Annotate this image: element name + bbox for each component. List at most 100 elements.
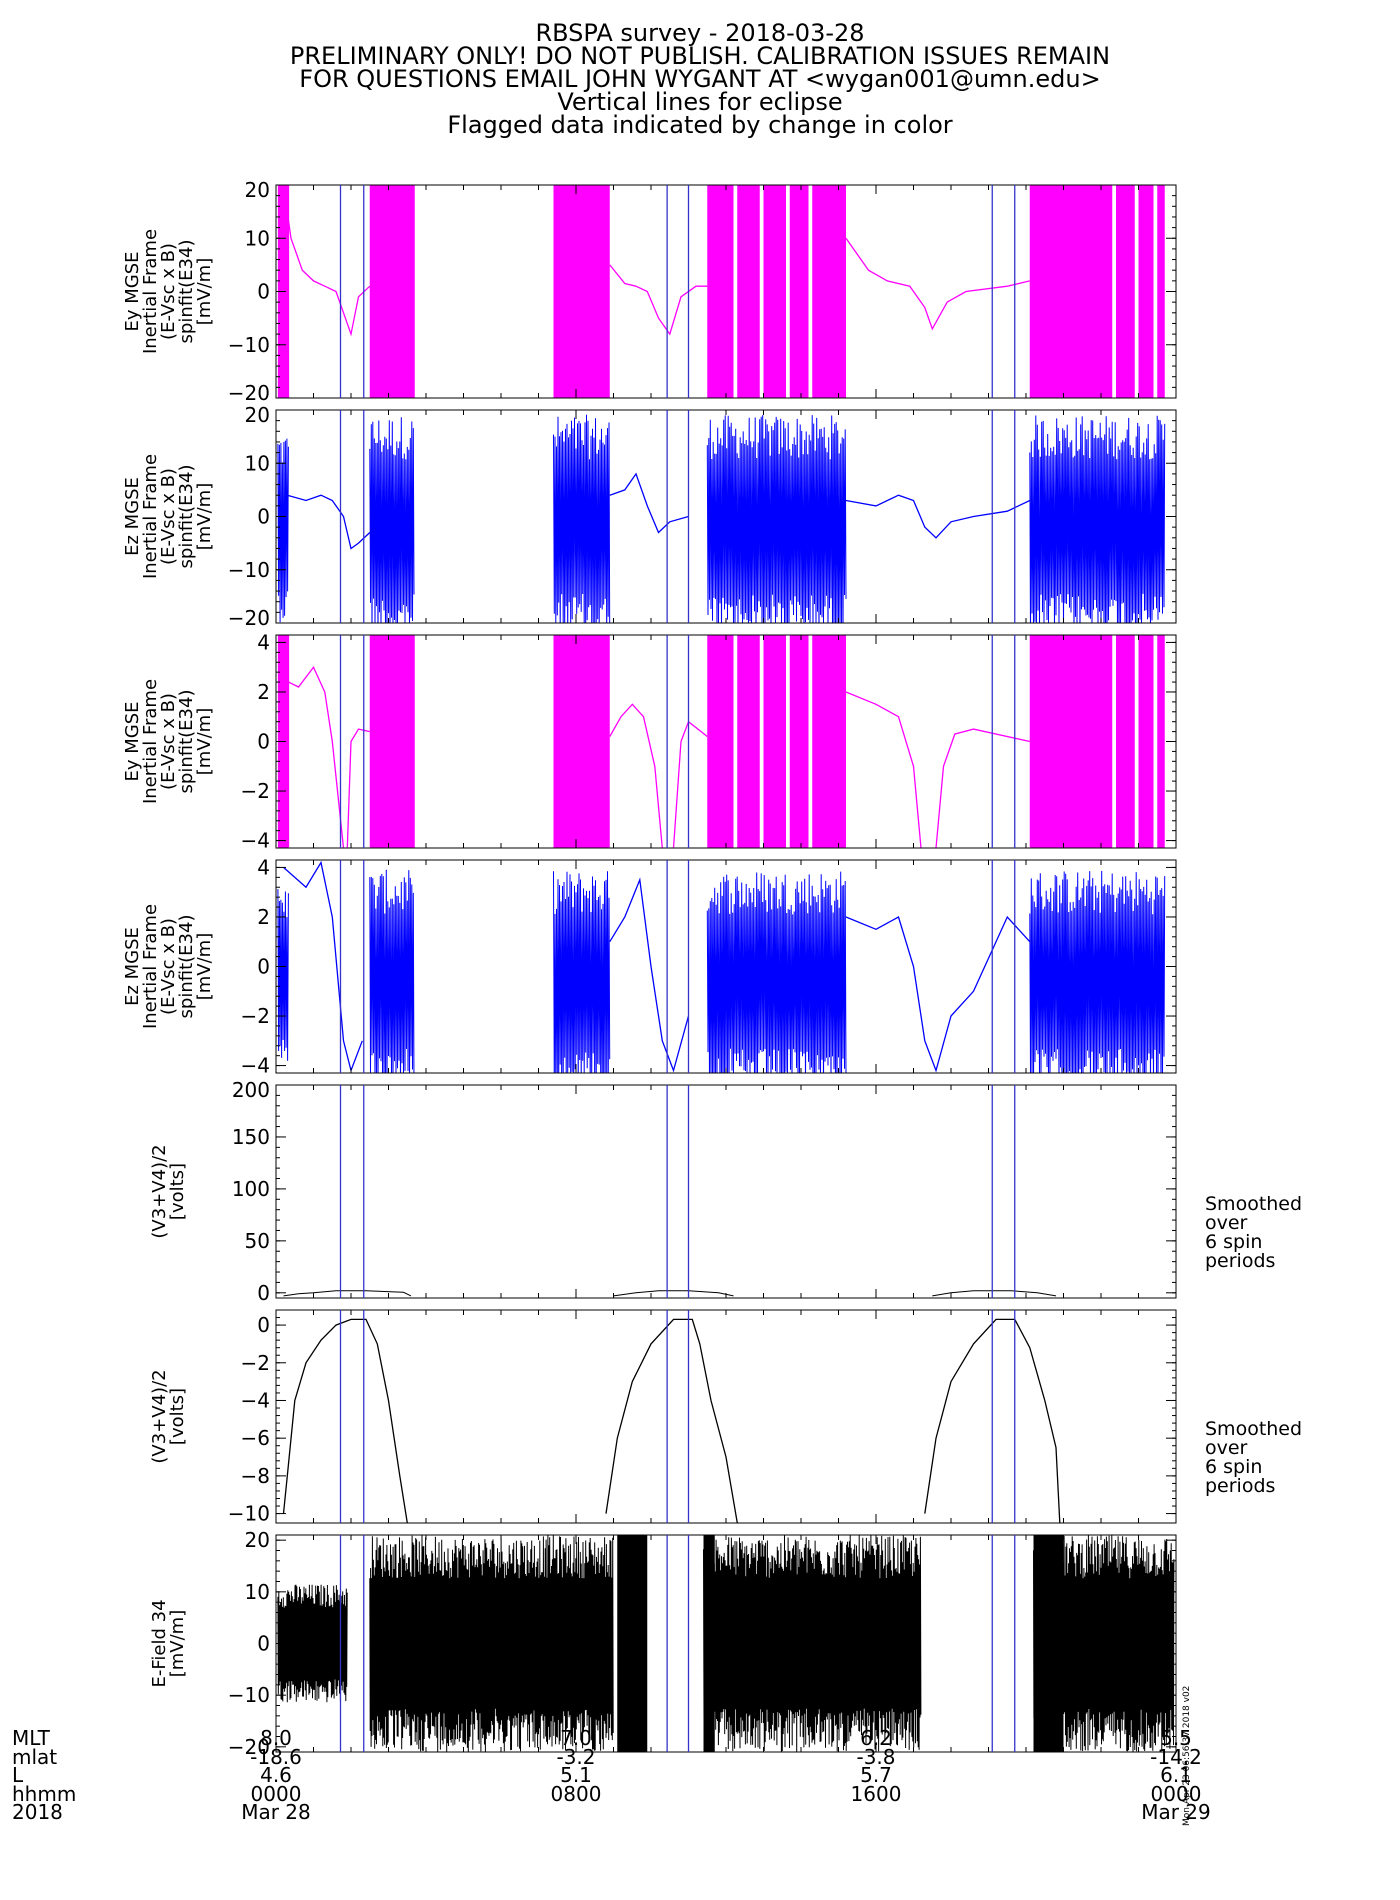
flagged-data-block <box>553 185 610 398</box>
y-tick-label: 0 <box>257 505 270 529</box>
flag-gap <box>1134 185 1139 398</box>
y-axis-title: E-Field 34[mV/m] <box>149 1599 188 1687</box>
y-tick-label: −10 <box>228 1502 270 1526</box>
footer-mlt-value: 6.2 <box>860 1726 892 1750</box>
flagged-data-block <box>369 635 415 848</box>
y-axis-title-line: (V3+V4)/2 <box>149 1144 170 1238</box>
y-axis-title-line: Inertial Frame <box>140 229 161 354</box>
y-axis-title-line: spinfit(E34) <box>176 240 197 344</box>
panel-efield-34: −20 −10 0 10 20 E-Field 34[mV/m] <box>149 1528 1177 1759</box>
flagged-data-block <box>369 185 415 398</box>
y-axis-title-line: spinfit(E34) <box>176 465 197 569</box>
panel-data-layer <box>277 860 1166 1073</box>
flag-gap <box>786 635 790 848</box>
panel-data-layer <box>277 635 1165 848</box>
flag-gap <box>1153 635 1158 848</box>
flagged-data-block <box>1029 635 1165 848</box>
footer-mlt-value: 5.5 <box>1160 1726 1192 1750</box>
oscillation-burst <box>1029 415 1166 623</box>
y-tick-label: −20 <box>228 606 270 630</box>
y-tick-label: 10 <box>245 1580 270 1604</box>
flag-gap <box>1112 185 1116 398</box>
footer-date-value <box>816 1803 936 1822</box>
footer-column-0000-mar28: 8.0 -18.6 4.6 0000 Mar 28 <box>216 1726 336 1821</box>
flag-gap <box>759 635 764 848</box>
y-tick-label: −2 <box>241 779 270 803</box>
ey-curve-3 <box>609 703 663 848</box>
ez-curve-2 <box>609 472 689 534</box>
y-axis-title-line: Inertial Frame <box>140 454 161 579</box>
ey-curve-1 <box>282 185 371 337</box>
flagged-data-block <box>707 185 846 398</box>
footer-column-1600: 6.2 -3.8 5.7 1600 <box>816 1726 936 1822</box>
ez-curve-1 <box>287 494 371 550</box>
footer-row-labels: MLT mlat L hhmm 2018 <box>12 1728 77 1821</box>
ey-curve-3 <box>845 237 1030 331</box>
ez-curve-3 <box>845 494 1031 539</box>
ez-curve-3 <box>845 915 1031 1073</box>
y-axis-title-line: [volts] <box>167 1388 188 1445</box>
oscillation-burst <box>369 417 415 623</box>
oscillation-burst <box>277 889 289 1061</box>
flag-gap <box>786 185 790 398</box>
footer-hhmm-value: 0000 <box>250 1781 302 1806</box>
flagged-data-block <box>707 635 846 848</box>
y-axis-title-line: [mV/m] <box>194 258 215 326</box>
footer-mlat-value: -18.6 <box>250 1744 302 1769</box>
y-axis-title: (V3+V4)/2[volts] <box>149 1144 188 1238</box>
y-axis-title-line: spinfit(E34) <box>176 915 197 1019</box>
plot-header: RBSPA survey - 2018-03-28 PRELIMINARY ON… <box>0 19 1400 137</box>
y-tick-label: 20 <box>245 178 270 202</box>
footer-label-hhmm: hhmm <box>12 1781 77 1806</box>
header-title: RBSPA survey - 2018-03-28 <box>535 19 865 47</box>
y-tick-label: 0 <box>257 1281 270 1305</box>
flag-gap <box>1153 185 1158 398</box>
flag-gap <box>808 185 813 398</box>
footer-l-value: 4.6 <box>260 1763 292 1787</box>
y-tick-label: 20 <box>245 403 270 427</box>
y-tick-label: 2 <box>257 905 270 929</box>
flagged-data-block <box>553 635 610 848</box>
y-axis-title-line: (E-Vsc x B) <box>158 918 179 1015</box>
y-tick-label: 0 <box>257 730 270 754</box>
y-axis-title-line: spinfit(E34) <box>176 690 197 794</box>
footer-hhmm-value: 0000 <box>1150 1781 1202 1806</box>
y-tick-label: 2 <box>257 680 270 704</box>
panel-frame <box>275 1309 1177 1524</box>
y-tick-label: 10 <box>245 226 270 250</box>
panel-data-layer <box>283 1290 1057 1297</box>
footer-label-mlat: mlat <box>12 1744 58 1769</box>
oscillation-burst <box>1029 870 1166 1073</box>
flag-gap <box>733 185 738 398</box>
potential-curve-2 <box>613 1290 734 1297</box>
side-note-line: 6 spin <box>1205 1231 1262 1253</box>
footer-mlat-value: -3.2 <box>556 1744 596 1769</box>
footer-column-0800: 7.0 -3.2 5.1 0800 <box>516 1728 636 1822</box>
footer-l-value: 6.1 <box>1160 1763 1192 1787</box>
footer-mlat-value: -14.2 <box>1150 1744 1202 1769</box>
side-note-line: over <box>1205 1437 1248 1459</box>
y-tick-label: −8 <box>241 1464 270 1488</box>
footer-mlt-value: 8.0 <box>260 1726 292 1750</box>
potential-curve-3 <box>924 1318 1061 1523</box>
header-eclipse-note: Vertical lines for eclipse <box>557 88 843 116</box>
ey-curve-2 <box>609 264 708 336</box>
header-contact: FOR QUESTIONS EMAIL JOHN WYGANT AT <wyga… <box>299 65 1101 93</box>
efield-saturated <box>1033 1535 1064 1752</box>
footer-hhmm-value: 1600 <box>850 1781 902 1806</box>
side-note-line: Smoothed <box>1205 1193 1302 1215</box>
ey-curve-6 <box>935 728 1030 848</box>
y-tick-label: 50 <box>245 1229 270 1253</box>
panel-data-layer <box>277 185 1165 398</box>
y-axis-title-line: (E-Vsc x B) <box>158 243 179 340</box>
panel-data-layer <box>282 1318 1061 1523</box>
y-axis-title-line: E-Field 34 <box>149 1599 170 1687</box>
y-tick-label: 20 <box>245 1528 270 1552</box>
